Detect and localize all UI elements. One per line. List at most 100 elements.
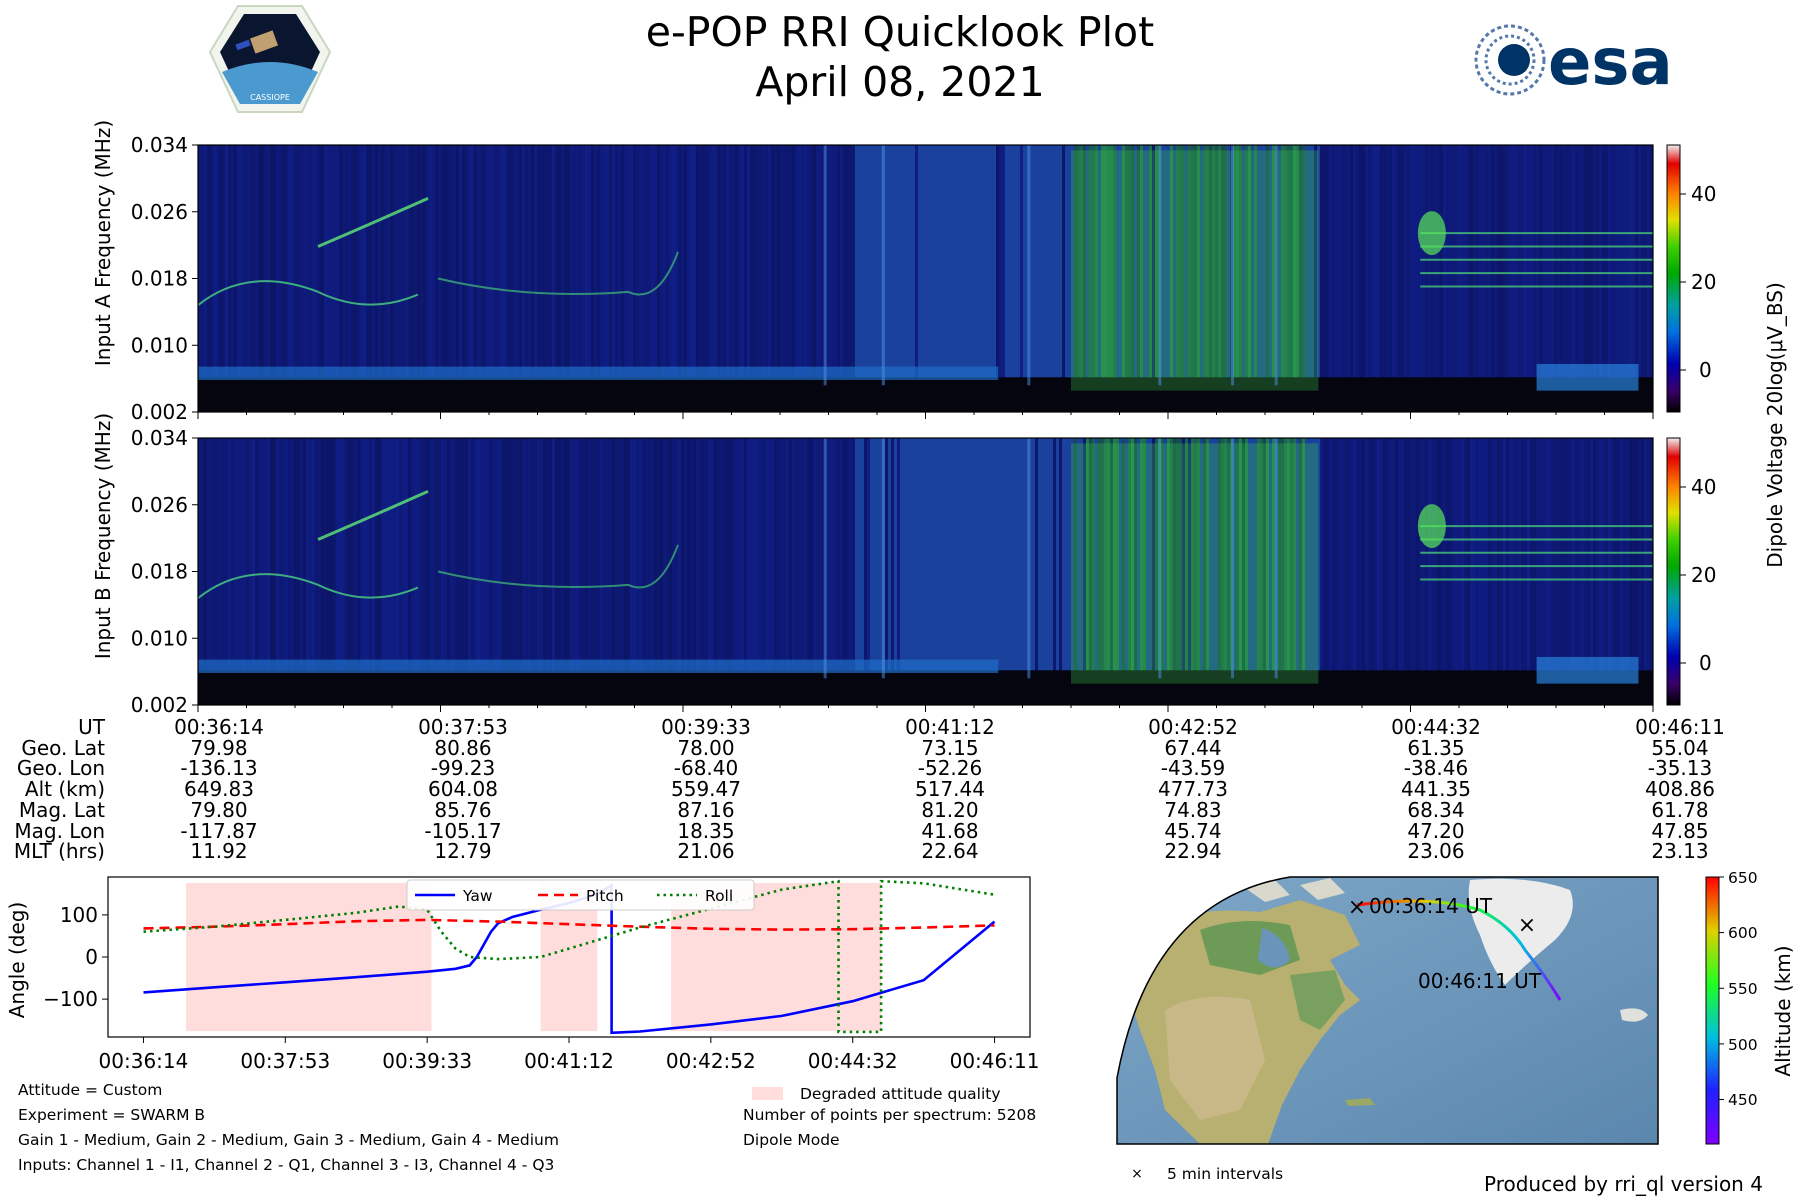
orbit-value: -68.40 xyxy=(673,756,739,781)
freq-tick-label: 0.010 xyxy=(131,626,188,650)
colorbar-label: Dipole Voltage 20log(μV_BS) xyxy=(1763,282,1787,568)
altitude-tick: 450 xyxy=(1728,1091,1758,1109)
orbit-value: 23.13 xyxy=(1651,839,1709,864)
input-a-ylabel: Input A Frequency (MHz) xyxy=(91,120,115,366)
legend-roll: Roll xyxy=(705,887,733,905)
degraded-legend-label: Degraded attitude quality xyxy=(800,1085,1001,1103)
orbit-value: 74.83 xyxy=(1164,797,1222,822)
altitude-colorbar: 650 600 550 500 450 xyxy=(1705,869,1758,1145)
orbit-value: 73.15 xyxy=(921,735,979,760)
orbit-value: -43.59 xyxy=(1160,756,1226,781)
orbit-value: 517.44 xyxy=(915,777,985,802)
freq-tick-label: 0.026 xyxy=(131,493,188,517)
footer-credit: Produced by rri_ql version 4 xyxy=(1484,1172,1763,1196)
attitude-legend: Yaw Pitch Roll xyxy=(406,879,755,911)
orbit-value: 45.74 xyxy=(1164,818,1222,843)
orbit-value: -105.17 xyxy=(424,818,502,843)
orbit-value: 80.86 xyxy=(434,735,492,760)
altitude-tick: 650 xyxy=(1728,869,1758,887)
orbit-value: 11.92 xyxy=(190,839,248,864)
orbit-value: 12.79 xyxy=(434,839,492,864)
orbit-row-label: Geo. Lon xyxy=(16,756,105,781)
freq-tick-label: 0.010 xyxy=(131,333,188,357)
colorbar-tick: 0 xyxy=(1699,358,1712,382)
orbit-value: -52.26 xyxy=(917,756,983,781)
orbit-value: 47.85 xyxy=(1651,818,1709,843)
orbit-value: 23.06 xyxy=(1407,839,1465,864)
orbit-value: 47.20 xyxy=(1407,818,1465,843)
note-attitude: Attitude = Custom xyxy=(18,1081,163,1099)
legend-pitch: Pitch xyxy=(586,887,624,905)
degraded-legend-swatch xyxy=(752,1087,783,1100)
orbit-value: 68.34 xyxy=(1407,797,1465,822)
altitude-tick: 500 xyxy=(1728,1036,1758,1054)
time-tick-label: 00:42:52 xyxy=(1148,715,1238,739)
orbit-value: 21.06 xyxy=(677,839,735,864)
spectrogram-input-b: 0.034 0.026 0.018 0.010 0.002 xyxy=(131,426,1654,717)
colorbar-tick: 20 xyxy=(1691,563,1716,587)
orbit-value: -136.13 xyxy=(180,756,258,781)
time-tick-label: 00:39:33 xyxy=(661,715,751,739)
spectrogram-colorbar-a: 40 20 0 xyxy=(1666,144,1716,413)
attitude-ytick: 100 xyxy=(60,903,98,927)
note-mode: Dipole Mode xyxy=(743,1131,840,1149)
colorbar-tick: 0 xyxy=(1699,651,1712,675)
altitude-tick: 600 xyxy=(1728,924,1758,942)
cassiope-logo-text: CASSIOPE xyxy=(250,93,290,102)
freq-tick-label: 0.002 xyxy=(131,400,188,424)
input-b-ylabel: Input B Frequency (MHz) xyxy=(91,413,115,659)
freq-tick-label: 0.018 xyxy=(131,267,188,291)
attitude-ytick: 0 xyxy=(85,945,98,969)
time-tick-label: 00:46:11 xyxy=(1635,715,1725,739)
orbit-row-label: Mag. Lat xyxy=(18,797,105,822)
orbit-value: 61.78 xyxy=(1651,797,1709,822)
freq-tick-label: 0.018 xyxy=(131,560,188,584)
attitude-xtick: 00:41:12 xyxy=(524,1049,614,1073)
spectrogram-input-a: 0.034 0.026 0.018 0.010 0.002 xyxy=(131,133,1654,424)
orbit-value: 55.04 xyxy=(1651,735,1709,760)
attitude-ytick: −100 xyxy=(43,987,98,1011)
orbit-value: 79.98 xyxy=(190,735,248,760)
freq-tick-label: 0.034 xyxy=(131,133,188,157)
orbit-value: 67.44 xyxy=(1164,735,1222,760)
altitude-tick: 550 xyxy=(1728,980,1758,998)
orbit-row-label: Geo. Lat xyxy=(21,735,105,760)
orbit-row-label: MLT (hrs) xyxy=(13,839,105,864)
orbit-value: -99.23 xyxy=(430,756,496,781)
attitude-xtick: 00:39:33 xyxy=(382,1049,472,1073)
attitude-xtick: 00:46:11 xyxy=(950,1049,1040,1073)
colorbar-tick: 40 xyxy=(1691,182,1716,206)
freq-tick-label: 0.026 xyxy=(131,200,188,224)
orbit-value: 649.83 xyxy=(184,777,254,802)
orbit-value: 22.94 xyxy=(1164,839,1222,864)
orbit-value: -38.46 xyxy=(1403,756,1469,781)
series-roll-line xyxy=(143,879,995,1034)
track-marker: × xyxy=(1518,913,1536,938)
colorbar-tick: 40 xyxy=(1691,475,1716,499)
orbit-value: 477.73 xyxy=(1158,777,1228,802)
note-experiment: Experiment = SWARM B xyxy=(18,1106,206,1124)
freq-tick-label: 0.034 xyxy=(131,426,188,450)
greenland-land xyxy=(1468,878,1573,985)
esa-logo-text: esa xyxy=(1548,26,1673,100)
cassiope-logo: CASSIOPE xyxy=(208,5,332,113)
orbit-value: 18.35 xyxy=(677,818,735,843)
time-tick-label: 00:37:53 xyxy=(418,715,508,739)
attitude-xtick: 00:44:32 xyxy=(808,1049,898,1073)
orbit-value: 85.76 xyxy=(434,797,492,822)
series-yaw-line xyxy=(143,883,996,1035)
orbit-value: -35.13 xyxy=(1647,756,1713,781)
figure-title: e-POP RRI Quicklook Plot xyxy=(645,8,1155,56)
orbit-value: 559.47 xyxy=(671,777,741,802)
orbit-track xyxy=(1356,899,1562,1001)
spectrogram-colorbar-b: 40 20 0 xyxy=(1666,437,1716,706)
attitude-xtick: 00:42:52 xyxy=(666,1049,756,1073)
orbit-row-label: UT xyxy=(78,715,105,739)
degraded-span xyxy=(186,882,432,1032)
marker-note-icon: × xyxy=(1131,1166,1143,1182)
orbit-row-label: Alt (km) xyxy=(24,777,105,802)
orbit-value: 604.08 xyxy=(428,777,498,802)
orbit-value: -117.87 xyxy=(180,818,258,843)
note-inputs: Inputs: Channel 1 - I1, Channel 2 - Q1, … xyxy=(18,1156,555,1174)
attitude-chart: 100 0 −100 00:36:14 00:37:53 00:39:33 00:41:12… xyxy=(43,876,1040,1073)
